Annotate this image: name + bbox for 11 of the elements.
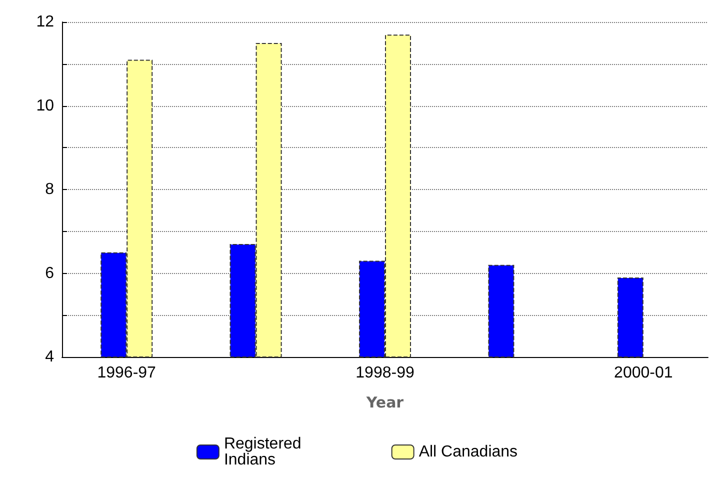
y-tick-label: 10 <box>36 97 54 114</box>
y-tick-label: 12 <box>36 14 54 30</box>
legend-label: Registered Indians <box>224 436 302 468</box>
y-tick-label: 4 <box>45 348 54 366</box>
x-tick-label: 1998-99 <box>356 364 414 382</box>
y-tick-label: 6 <box>45 264 54 282</box>
x-tick-label: 1996-97 <box>97 364 156 382</box>
x-axis-title: Year <box>365 394 404 412</box>
x-tick-label: 2000-01 <box>614 364 673 382</box>
legend-label: All Canadians <box>418 444 518 460</box>
y-tick-label: 8 <box>45 181 54 198</box>
